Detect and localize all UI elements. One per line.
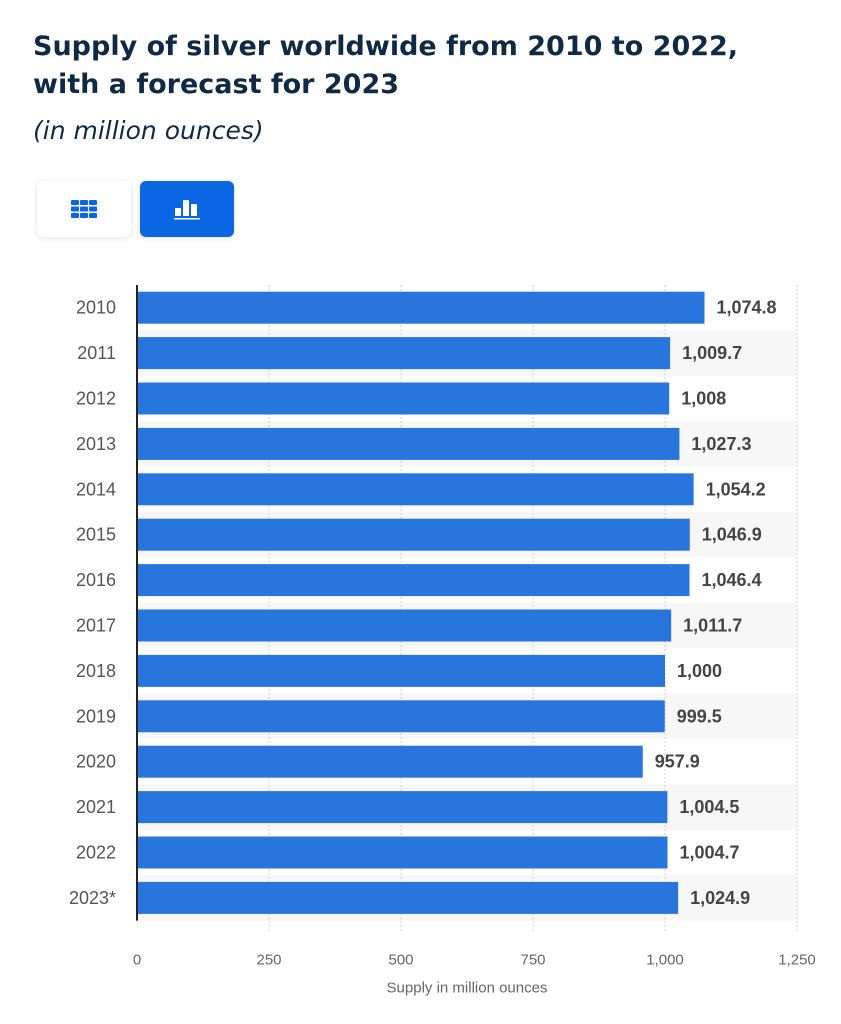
bar xyxy=(137,291,705,324)
data-label: 1,046.4 xyxy=(701,570,761,590)
table-grid-icon xyxy=(71,200,97,218)
y-tick-label: 2015 xyxy=(76,525,116,545)
data-label: 1,004.7 xyxy=(679,843,739,863)
bar-chart-icon xyxy=(174,200,200,220)
y-tick-label: 2016 xyxy=(76,570,116,590)
y-tick-label: 2013 xyxy=(76,434,116,454)
x-tick-label: 1,000 xyxy=(646,952,684,969)
y-tick-label: 2019 xyxy=(76,706,116,726)
y-tick-label: 2021 xyxy=(76,797,116,817)
x-tick-label: 500 xyxy=(388,952,413,969)
bar xyxy=(137,700,665,733)
chart-subtitle: (in million ounces) xyxy=(33,116,264,145)
bar xyxy=(137,427,680,460)
chart-title: Supply of silver worldwide from 2010 to … xyxy=(33,31,739,100)
x-tick-label: 0 xyxy=(133,952,141,969)
x-axis-title: Supply in million ounces xyxy=(387,980,548,997)
y-tick-label: 2018 xyxy=(76,661,116,681)
data-label: 1,074.8 xyxy=(716,298,776,318)
y-tick-label: 2010 xyxy=(76,298,116,318)
data-label: 1,000 xyxy=(677,661,722,681)
bar xyxy=(137,745,643,778)
bar xyxy=(137,337,671,370)
data-label: 1,004.5 xyxy=(679,797,739,817)
bar xyxy=(137,473,694,506)
x-tick-label: 750 xyxy=(520,952,545,969)
data-label: 957.9 xyxy=(655,752,700,772)
data-label: 1,024.9 xyxy=(690,888,750,908)
bar xyxy=(137,518,690,551)
bar xyxy=(137,881,679,914)
y-tick-label: 2020 xyxy=(76,752,116,772)
y-tick-label: 2017 xyxy=(76,616,116,636)
data-label: 1,027.3 xyxy=(691,434,751,454)
y-tick-label: 2022 xyxy=(76,843,116,863)
y-tick-label: 2011 xyxy=(77,343,116,363)
data-label: 1,011.7 xyxy=(683,616,742,636)
bar xyxy=(137,791,668,824)
chart-view-button[interactable] xyxy=(140,181,234,237)
bar xyxy=(137,609,672,642)
data-label: 1,046.9 xyxy=(702,525,762,545)
y-tick-label: 2014 xyxy=(76,479,116,499)
x-tick-label: 1,250 xyxy=(778,952,816,969)
x-tick-label: 250 xyxy=(256,952,281,969)
y-tick-label: 2023* xyxy=(69,888,116,908)
data-label: 1,008 xyxy=(681,389,726,409)
bar xyxy=(137,836,668,869)
bar xyxy=(137,654,665,687)
data-label: 1,054.2 xyxy=(706,479,766,499)
data-label: 999.5 xyxy=(677,706,722,726)
bar xyxy=(137,382,670,415)
table-view-button[interactable] xyxy=(37,181,131,237)
y-tick-label: 2012 xyxy=(76,389,116,409)
data-label: 1,009.7 xyxy=(682,343,742,363)
bar xyxy=(137,564,690,597)
